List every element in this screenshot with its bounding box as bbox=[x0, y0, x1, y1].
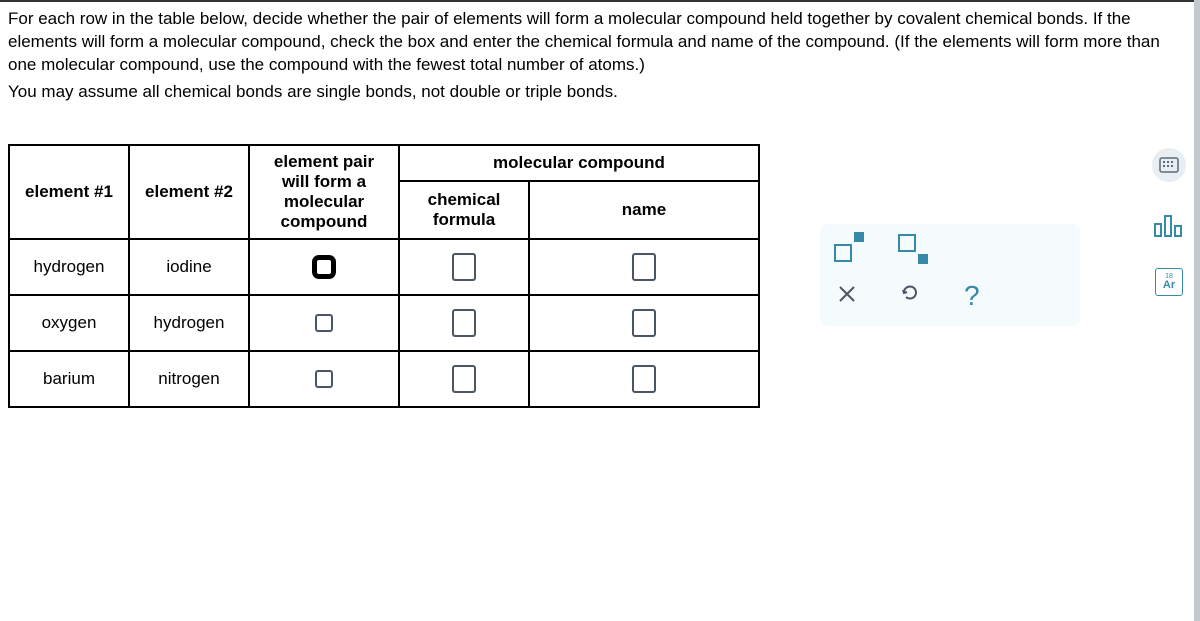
instructions: For each row in the table below, decide … bbox=[0, 0, 1200, 116]
header-pair: element pair will form a molecular compo… bbox=[249, 145, 399, 239]
clear-button[interactable] bbox=[838, 283, 856, 309]
scrollbar[interactable] bbox=[1194, 0, 1200, 621]
subscript-button[interactable] bbox=[898, 234, 926, 262]
cell-element1: barium bbox=[9, 351, 129, 407]
instructions-p1: For each row in the table below, decide … bbox=[8, 8, 1192, 77]
forms-compound-checkbox[interactable] bbox=[315, 370, 333, 388]
name-input[interactable] bbox=[632, 365, 656, 393]
cell-element2: iodine bbox=[129, 239, 249, 295]
cell-element2: hydrogen bbox=[129, 295, 249, 351]
keyboard-icon[interactable] bbox=[1152, 148, 1186, 182]
superscript-button[interactable] bbox=[834, 234, 862, 262]
side-tools: 18 Ar bbox=[1152, 148, 1186, 296]
forms-compound-checkbox[interactable] bbox=[315, 314, 333, 332]
help-button[interactable]: ? bbox=[964, 280, 980, 312]
header-element1: element #1 bbox=[9, 145, 129, 239]
formula-input[interactable] bbox=[452, 253, 476, 281]
table-row: barium nitrogen bbox=[9, 351, 759, 407]
tool-panel: ? bbox=[820, 224, 1080, 326]
element-symbol: Ar bbox=[1163, 280, 1175, 291]
cell-element1: hydrogen bbox=[9, 239, 129, 295]
header-formula: chemical formula bbox=[399, 181, 529, 239]
chart-icon[interactable] bbox=[1153, 212, 1185, 238]
name-input[interactable] bbox=[632, 253, 656, 281]
compound-table: element #1 element #2 element pair will … bbox=[8, 144, 760, 408]
name-input[interactable] bbox=[632, 309, 656, 337]
formula-input[interactable] bbox=[452, 309, 476, 337]
header-name: name bbox=[529, 181, 759, 239]
table-row: oxygen hydrogen bbox=[9, 295, 759, 351]
instructions-p2: You may assume all chemical bonds are si… bbox=[8, 81, 1192, 104]
header-element2: element #2 bbox=[129, 145, 249, 239]
periodic-table-button[interactable]: 18 Ar bbox=[1155, 268, 1183, 296]
table-row: hydrogen iodine bbox=[9, 239, 759, 295]
cell-element1: oxygen bbox=[9, 295, 129, 351]
cell-element2: nitrogen bbox=[129, 351, 249, 407]
undo-button[interactable] bbox=[900, 283, 920, 309]
formula-input[interactable] bbox=[452, 365, 476, 393]
forms-compound-checkbox[interactable] bbox=[315, 258, 333, 276]
header-molecular-compound: molecular compound bbox=[399, 145, 759, 181]
